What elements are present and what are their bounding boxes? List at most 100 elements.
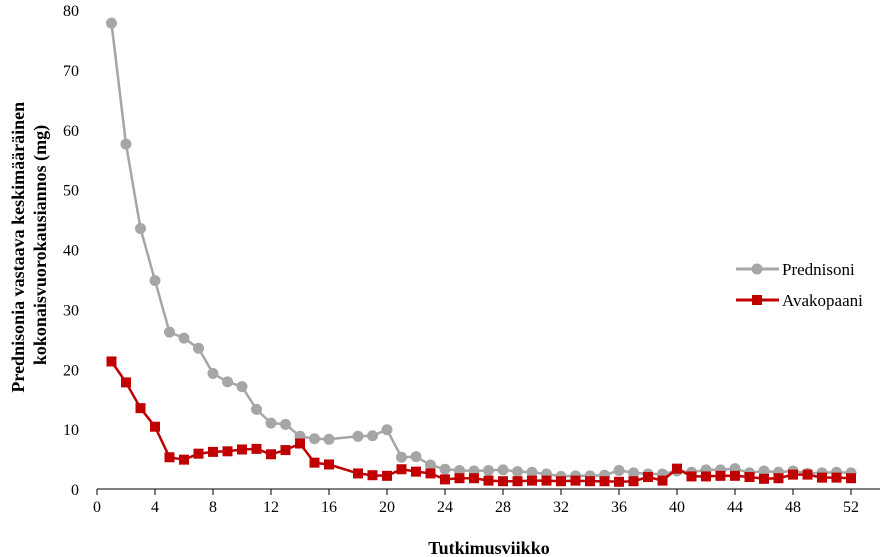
data-point-avakopaani bbox=[208, 446, 218, 457]
data-point-avakopaani bbox=[831, 472, 842, 483]
x-tick-label: 44 bbox=[727, 499, 743, 516]
data-point-avakopaani bbox=[643, 472, 653, 483]
data-point-prednisoni bbox=[193, 342, 204, 354]
data-point-prednisoni bbox=[439, 463, 451, 475]
data-point-prednisoni bbox=[483, 464, 494, 476]
data-point-avakopaani bbox=[570, 475, 581, 486]
data-point-avakopaani bbox=[846, 473, 856, 484]
data-point-avakopaani bbox=[135, 403, 146, 414]
data-point-prednisoni bbox=[381, 424, 393, 436]
data-point-prednisoni bbox=[396, 451, 407, 463]
data-point-avakopaani bbox=[730, 470, 740, 481]
x-tick-label: 52 bbox=[843, 499, 859, 516]
data-point-avakopaani bbox=[469, 473, 479, 484]
data-point-prednisoni bbox=[425, 459, 436, 471]
y-axis-ticks: 0 10 20 30 40 50 60 70 80 bbox=[63, 3, 79, 499]
data-point-avakopaani bbox=[672, 463, 682, 474]
data-point-avakopaani bbox=[744, 472, 755, 483]
y-tick-label: 80 bbox=[63, 3, 79, 20]
data-point-avakopaani bbox=[382, 470, 392, 481]
data-point-avakopaani bbox=[237, 444, 247, 455]
legend-item-avakopaani: Avakopaani bbox=[736, 291, 863, 310]
legend-label-prednisoni: Prednisoni bbox=[782, 260, 855, 279]
data-point-avakopaani bbox=[425, 468, 436, 479]
data-point-avakopaani bbox=[179, 454, 189, 465]
data-point-avakopaani bbox=[222, 446, 233, 457]
data-point-avakopaani bbox=[411, 466, 421, 477]
data-point-prednisoni bbox=[628, 467, 639, 479]
data-point-avakopaani bbox=[164, 452, 175, 463]
x-axis-ticks: 0 4 8 12 16 20 24 28 32 36 40 44 48 52 bbox=[93, 489, 859, 516]
series-avakopaani bbox=[106, 356, 856, 487]
data-point-prednisoni bbox=[367, 430, 378, 442]
data-point-avakopaani bbox=[150, 421, 160, 432]
legend-marker-prednisoni bbox=[751, 263, 763, 275]
data-point-avakopaani bbox=[817, 472, 827, 483]
data-point-avakopaani bbox=[121, 377, 131, 388]
data-point-prednisoni bbox=[251, 403, 262, 415]
data-point-prednisoni bbox=[613, 464, 625, 476]
x-tick-label: 16 bbox=[321, 499, 337, 516]
data-point-avakopaani bbox=[440, 474, 450, 485]
x-tick-label: 0 bbox=[93, 499, 101, 516]
x-tick-label: 24 bbox=[437, 499, 453, 516]
y-axis-title: Prednisonia vastaava keskimääräinen koko… bbox=[8, 97, 51, 392]
x-tick-label: 40 bbox=[669, 499, 685, 516]
data-point-avakopaani bbox=[614, 476, 624, 487]
x-tick-label: 36 bbox=[611, 499, 627, 516]
data-point-prednisoni bbox=[758, 465, 770, 477]
data-point-avakopaani bbox=[309, 457, 320, 468]
data-point-prednisoni bbox=[323, 433, 335, 445]
series-prednisoni bbox=[106, 17, 857, 482]
x-tick-label: 20 bbox=[379, 499, 395, 516]
y-axis-title-line-2: kokonaisvuorokausiannos (mg) bbox=[30, 125, 51, 365]
y-tick-label: 10 bbox=[63, 422, 79, 439]
data-point-avakopaani bbox=[585, 476, 595, 487]
data-point-avakopaani bbox=[251, 443, 262, 454]
x-tick-label: 12 bbox=[263, 499, 279, 516]
data-point-avakopaani bbox=[657, 475, 668, 486]
data-point-prednisoni bbox=[512, 466, 523, 478]
x-axis-title: Tutkimusviikko bbox=[428, 538, 549, 557]
data-point-avakopaani bbox=[266, 449, 276, 460]
y-tick-label: 40 bbox=[63, 243, 79, 260]
data-point-avakopaani bbox=[454, 473, 465, 484]
y-axis-title-line-1: Prednisonia vastaava keskimääräinen bbox=[8, 102, 28, 393]
data-point-prednisoni bbox=[265, 417, 277, 429]
data-point-prednisoni bbox=[149, 275, 161, 287]
y-tick-label: 50 bbox=[63, 183, 79, 200]
data-point-avakopaani bbox=[106, 356, 117, 367]
data-point-avakopaani bbox=[556, 476, 566, 487]
legend-marker-avakopaani bbox=[752, 295, 762, 305]
data-point-avakopaani bbox=[498, 476, 508, 487]
data-point-prednisoni bbox=[410, 451, 422, 463]
data-point-avakopaani bbox=[483, 475, 494, 486]
data-point-avakopaani bbox=[701, 471, 711, 482]
x-tick-label: 48 bbox=[785, 499, 801, 516]
data-point-prednisoni bbox=[120, 138, 132, 150]
y-tick-label: 20 bbox=[63, 362, 79, 379]
series-layer bbox=[106, 17, 857, 487]
x-tick-label: 4 bbox=[151, 499, 159, 516]
x-tick-label: 28 bbox=[495, 499, 511, 516]
data-point-prednisoni bbox=[309, 433, 320, 445]
legend: Prednisoni Avakopaani bbox=[736, 260, 863, 310]
y-tick-label: 30 bbox=[63, 302, 79, 319]
x-tick-label: 32 bbox=[553, 499, 569, 516]
y-tick-label: 70 bbox=[63, 63, 79, 80]
data-point-avakopaani bbox=[512, 476, 523, 487]
data-point-avakopaani bbox=[759, 473, 769, 484]
data-point-prednisoni bbox=[207, 367, 219, 379]
data-point-prednisoni bbox=[497, 464, 509, 476]
data-point-avakopaani bbox=[715, 470, 726, 481]
data-point-avakopaani bbox=[353, 468, 363, 479]
data-point-avakopaani bbox=[280, 445, 291, 456]
data-point-avakopaani bbox=[193, 448, 204, 459]
y-tick-label: 0 bbox=[71, 482, 79, 499]
series-line-prednisoni bbox=[110, 23, 852, 478]
data-point-avakopaani bbox=[773, 473, 784, 484]
data-point-avakopaani bbox=[295, 438, 305, 449]
data-point-prednisoni bbox=[236, 381, 248, 393]
data-point-avakopaani bbox=[686, 471, 697, 482]
